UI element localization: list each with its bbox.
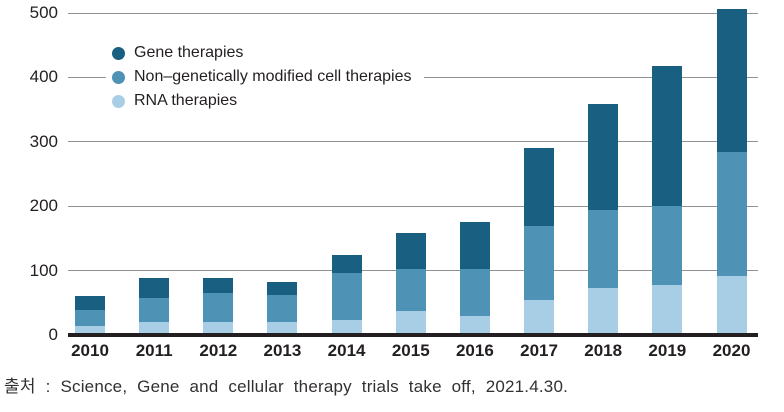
x-axis-line [68, 333, 758, 337]
bar-segment [203, 322, 234, 335]
bar-segment [652, 206, 683, 285]
legend-item: Non–genetically modified cell therapies [112, 65, 412, 89]
bar-2012 [203, 278, 234, 335]
bar-segment [203, 278, 234, 293]
bar-segment [524, 148, 555, 227]
y-axis-tick-label: 300 [29, 131, 58, 151]
bar-2011 [139, 278, 170, 335]
y-axis-tick-label: 100 [29, 260, 58, 280]
bar-2019 [652, 65, 683, 335]
bar-2014 [331, 254, 362, 335]
source-caption: 출처 : Science, Gene and cellular therapy … [4, 377, 569, 396]
bar-2010 [75, 296, 105, 335]
bar-segment [75, 325, 105, 335]
bar-segment [716, 275, 747, 335]
bar-segment [395, 268, 426, 311]
x-axis-tick-label: 2017 [520, 341, 558, 360]
bar-segment [395, 310, 426, 335]
bar-segment [459, 315, 490, 335]
bar-segment [267, 295, 298, 323]
legend-item-label: Non–genetically modified cell therapies [134, 68, 412, 85]
bar-segment [716, 9, 747, 153]
bar-segment [524, 226, 555, 301]
legend-item: RNA therapies [112, 89, 412, 113]
x-axis-tick-label: 2018 [584, 341, 623, 360]
gridline [68, 12, 758, 14]
bar-segment [588, 210, 619, 288]
bar-segment [588, 103, 619, 211]
bar-2017 [524, 148, 555, 335]
x-axis-tick-label: 2013 [263, 341, 302, 360]
bar-segment [652, 65, 683, 207]
x-axis-tick-label: 2019 [648, 341, 687, 360]
y-axis-tick-label: 200 [29, 196, 58, 216]
bar-segment [395, 233, 426, 269]
x-axis-tick-label: 2011 [135, 341, 173, 360]
bar-2020 [716, 9, 747, 335]
bar-segment [331, 272, 362, 320]
bar-segment [267, 322, 298, 335]
bar-segment [139, 278, 170, 298]
y-axis-tick-label: 400 [29, 67, 58, 87]
legend-dot-icon [112, 94, 125, 108]
legend-item-label: RNA therapies [134, 92, 238, 109]
y-axis-tick-label: 500 [29, 3, 58, 22]
bar-segment [716, 152, 747, 276]
legend: Gene therapies Non–genetically modified c… [106, 40, 424, 114]
gridline [68, 205, 758, 207]
legend-item-label: Gene therapies [134, 44, 244, 61]
bar-segment [203, 292, 234, 323]
legend-dot-icon [112, 46, 125, 60]
bar-segment [139, 297, 170, 323]
bar-segment [75, 309, 105, 326]
bar-2018 [588, 103, 619, 335]
gridline [68, 141, 758, 143]
bar-segment [331, 319, 362, 335]
x-axis-tick-label: 2016 [455, 341, 494, 360]
bar-segment [459, 221, 490, 270]
bar-segment [331, 254, 362, 273]
bar-2013 [267, 282, 298, 335]
y-axis-tick-label: 0 [48, 325, 58, 344]
bar-segment [459, 269, 490, 316]
legend-dot-icon [112, 70, 125, 84]
x-axis-tick-label: 2015 [391, 341, 430, 360]
bar-segment [524, 300, 555, 335]
x-axis-tick-label: 2020 [712, 341, 751, 360]
bar-segment [75, 296, 105, 310]
bar-segment [267, 282, 298, 296]
bar-2015 [395, 233, 426, 335]
x-axis-tick-label: 2010 [71, 341, 109, 360]
legend-item: Gene therapies [112, 41, 412, 65]
bar-segment [652, 284, 683, 335]
x-axis-tick-label: 2012 [199, 341, 238, 360]
bar-segment [139, 322, 170, 335]
x-axis-tick-label: 2014 [327, 341, 366, 360]
bar-segment [588, 288, 619, 335]
bar-2016 [459, 221, 490, 335]
